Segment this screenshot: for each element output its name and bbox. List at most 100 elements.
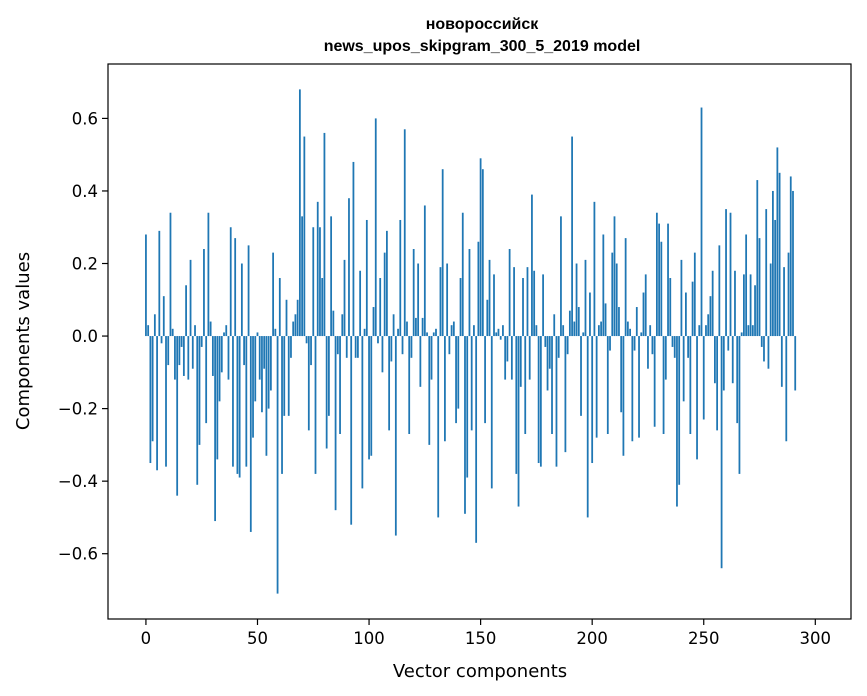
bar [754,285,756,337]
bar [709,296,712,337]
bar [174,336,176,380]
bar [488,259,491,337]
bar [307,336,310,431]
bar [522,278,524,337]
bar [334,336,337,511]
bar [310,336,312,366]
bar [526,267,529,337]
bar [644,274,647,337]
bar [658,223,660,337]
x-tick-label: 300 [800,629,832,648]
bar [399,219,402,337]
bar [363,328,366,337]
bar [497,328,500,337]
bar [573,321,576,337]
bar [655,212,658,337]
x-axis-label: Vector components [393,661,567,682]
x-tick-label: 250 [688,629,720,648]
bar [448,336,451,355]
y-axis: −0.6 −0.4 −0.2 0.0 0.2 0.4 0.6 [58,109,108,564]
bar [276,336,279,594]
bar [240,263,243,337]
bar [720,336,723,569]
bar [582,332,585,337]
bar [294,314,297,337]
x-tick-label: 50 [247,629,268,648]
bar [506,336,509,362]
bar [200,336,203,347]
bar [252,336,254,438]
bar [676,336,678,507]
bar [388,336,391,431]
bar [595,336,598,438]
bar [292,321,295,337]
bar [499,336,502,340]
bar [631,336,634,442]
bar [606,336,609,434]
bar [390,336,393,362]
bar [664,336,667,380]
bar [419,336,422,387]
bar [397,328,399,337]
bar [557,336,560,358]
bar [517,336,520,507]
bar [577,307,580,337]
bar [336,336,339,355]
bar [560,216,562,337]
bar [191,336,194,369]
bar [749,274,752,337]
bar [461,212,464,337]
bar [185,285,187,337]
bar [479,158,482,337]
bar [227,336,230,380]
bar [265,336,268,456]
bar [502,325,504,337]
bar [403,129,406,337]
bar [272,252,274,337]
bar [751,325,754,337]
bar [493,274,495,337]
bar [767,336,770,369]
bar [274,328,277,337]
bar [711,270,714,337]
bar [452,321,455,337]
bar [756,180,759,337]
bar [600,321,602,337]
bar [475,336,478,543]
bar [551,336,553,434]
bar [359,270,362,337]
bar [444,336,446,442]
x-tick-label: 100 [353,629,385,648]
y-tick-label: 0.0 [72,327,98,346]
bar [647,336,649,369]
bar [640,332,643,337]
bar [466,336,469,478]
bar [787,252,790,337]
bar [459,278,462,337]
bar [794,336,797,391]
bar [354,336,357,358]
bar [774,219,777,337]
bar [325,336,328,449]
bar [528,336,531,380]
x-tick-label: 150 [465,629,497,648]
bar [296,299,299,337]
bar [457,336,460,409]
y-axis-label: Components values [13,252,34,430]
bar [669,278,672,337]
bar [158,230,161,337]
y-tick-label: −0.6 [58,545,98,564]
bar [618,307,620,337]
bar [330,216,333,337]
bar [747,325,750,337]
bar [194,325,196,337]
bar [348,198,350,337]
bar [415,317,417,337]
bar [642,292,645,337]
bar [698,325,701,337]
bar [441,169,444,337]
bar [725,209,727,337]
bar [401,336,404,355]
bar [629,328,631,337]
bar [769,263,772,337]
